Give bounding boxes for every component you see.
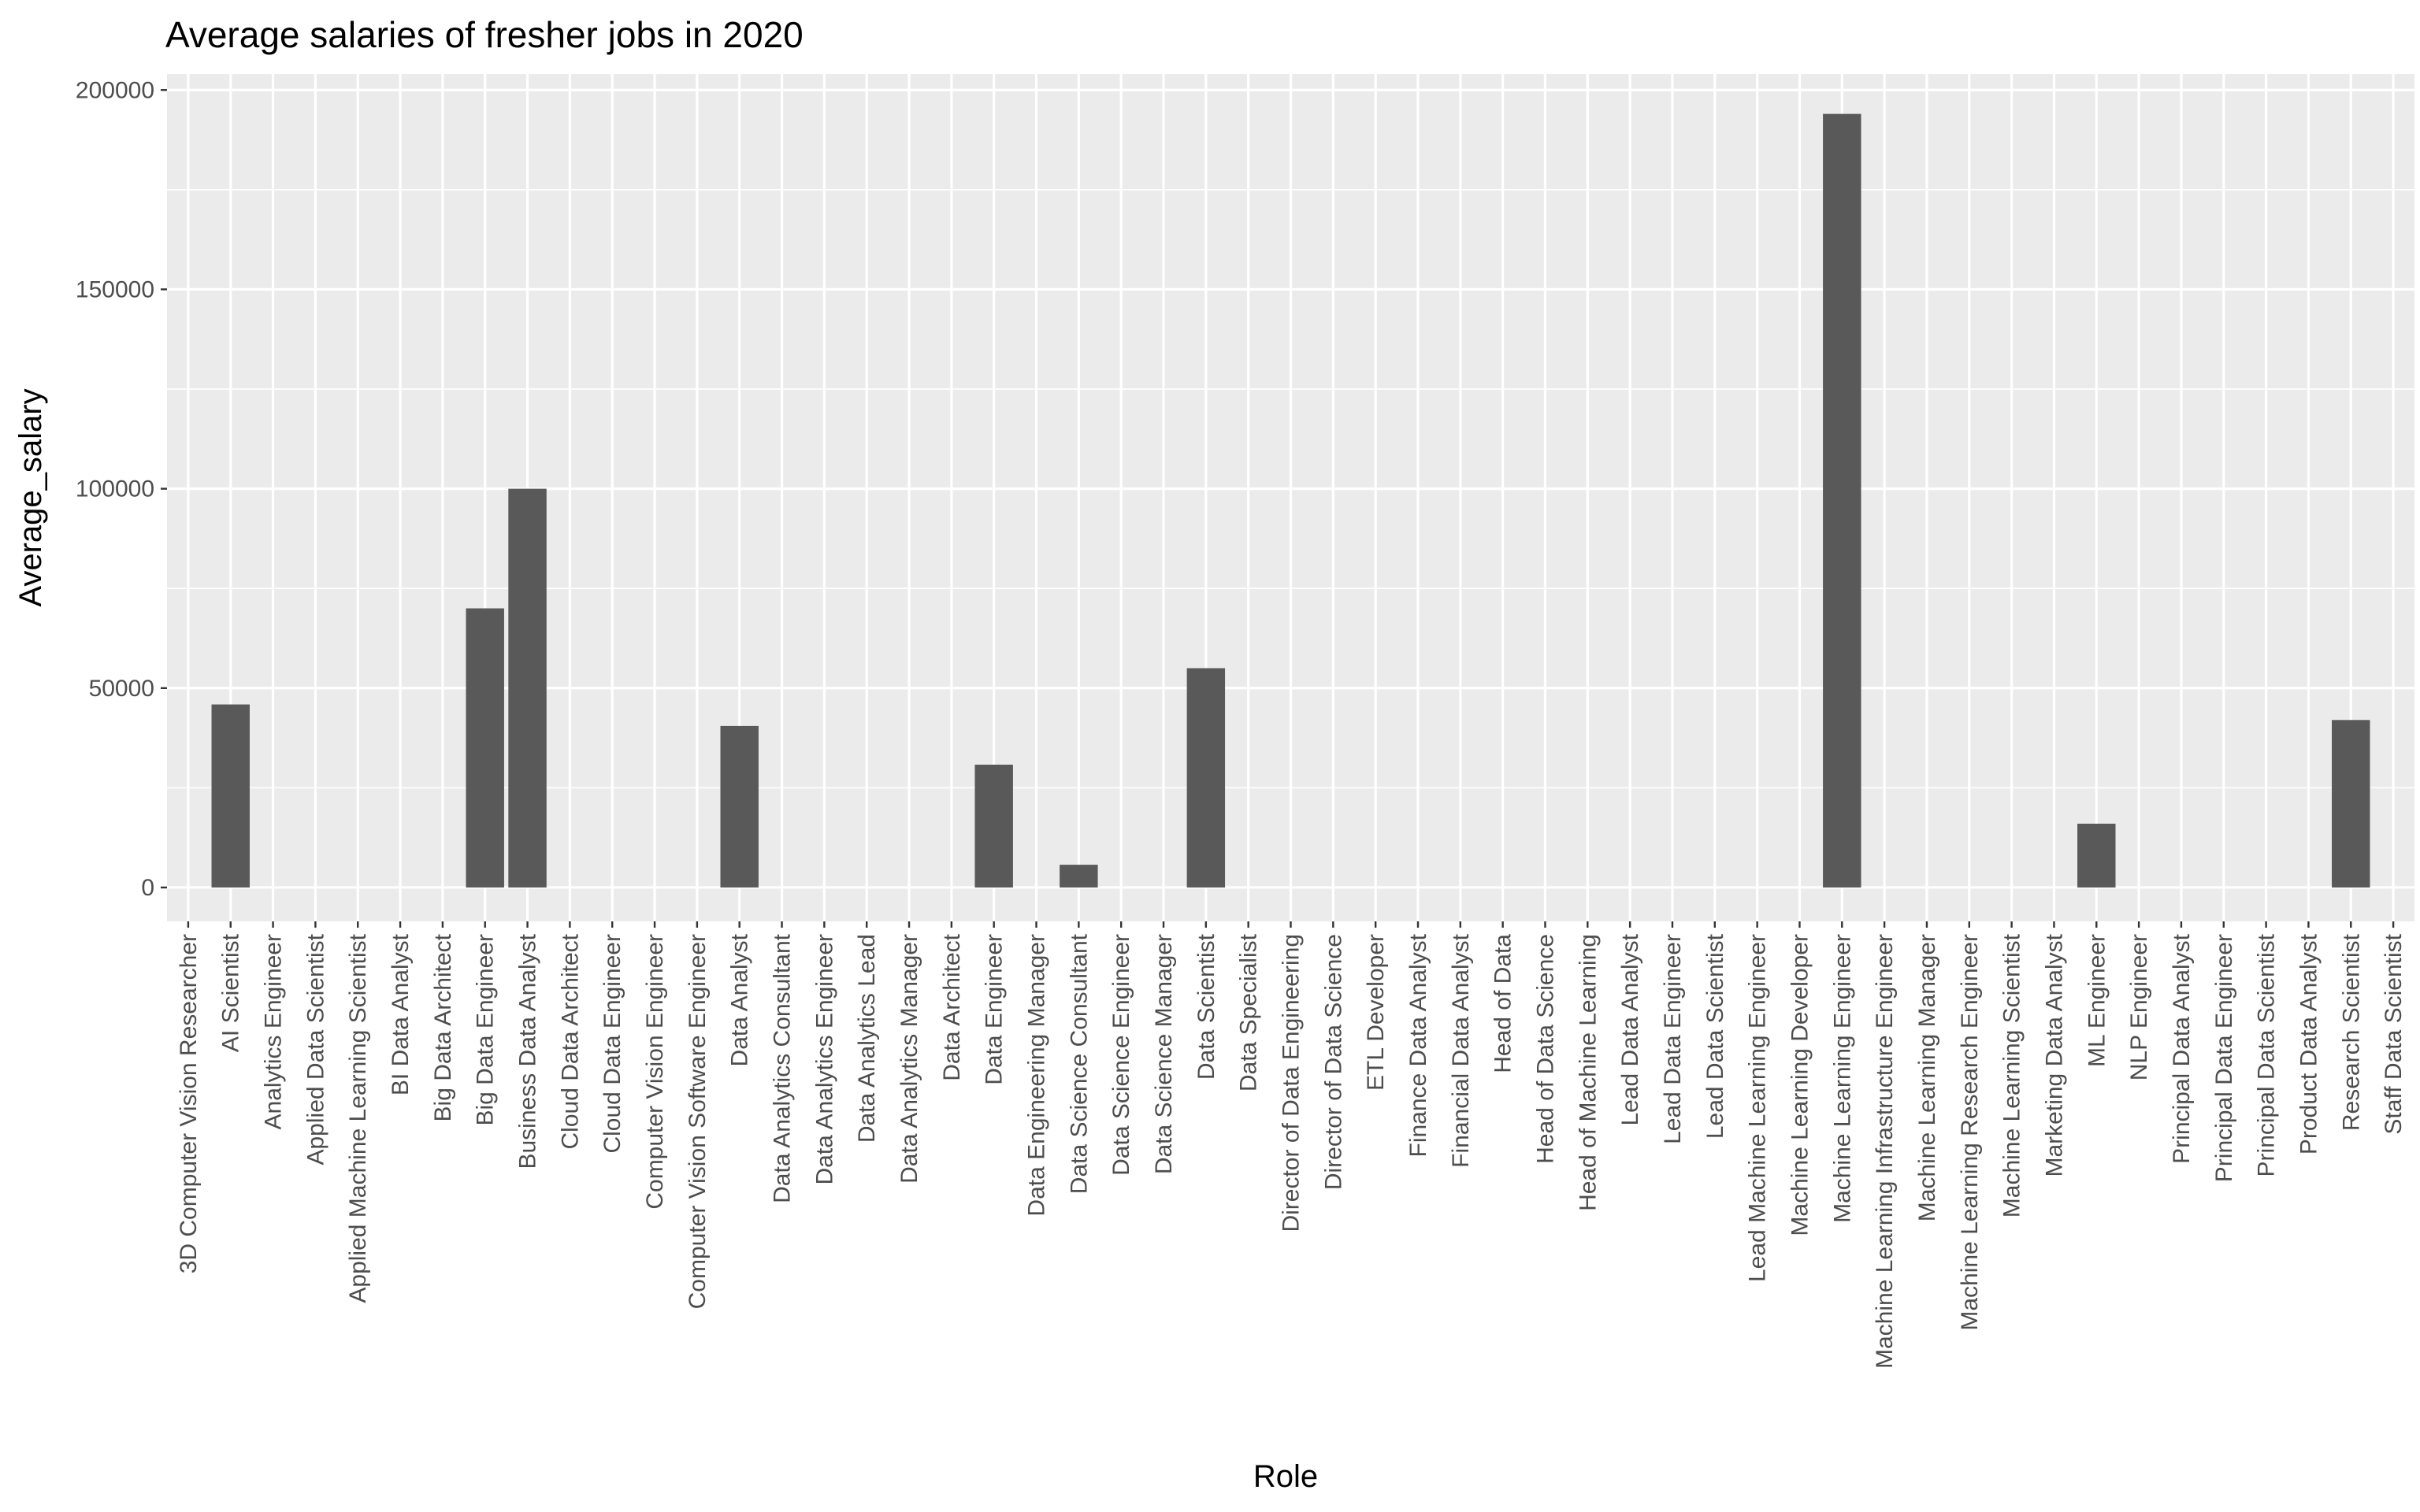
y-axis-title: Average_salary xyxy=(13,388,48,606)
bar xyxy=(1823,113,1861,888)
bar xyxy=(2077,823,2116,888)
x-tick-label: Head of Data xyxy=(1490,934,1516,1073)
x-tick-label: Machine Learning Manager xyxy=(1914,934,1940,1221)
x-tick-label: Applied Machine Learning Scientist xyxy=(345,933,371,1303)
x-tick-label: Data Specialist xyxy=(1236,933,1262,1091)
x-tick-label: Data Analytics Consultant xyxy=(770,933,796,1203)
x-tick-label: Data Science Engineer xyxy=(1108,934,1134,1176)
x-tick-label: Data Engineer xyxy=(982,934,1008,1085)
x-tick-label: BI Data Analyst xyxy=(388,933,414,1095)
y-tick-label: 100000 xyxy=(76,476,154,502)
x-tick-label: Cloud Data Engineer xyxy=(599,934,625,1154)
y-tick-label: 150000 xyxy=(76,276,154,302)
x-tick-label: Computer Vision Engineer xyxy=(642,934,668,1210)
x-tick-label: Principal Data Engineer xyxy=(2211,934,2237,1182)
bars xyxy=(211,113,2370,888)
x-tick-label: Finance Data Analyst xyxy=(1405,933,1431,1157)
x-axis: 3D Computer Vision Researcher AI Scientis… xyxy=(176,921,2407,1369)
x-tick-label: Data Analytics Lead xyxy=(854,934,880,1143)
x-tick-label: Staff Data Scientist xyxy=(2381,933,2407,1134)
x-tick-label: ETL Developer xyxy=(1363,934,1389,1091)
x-tick-label: Applied Data Scientist xyxy=(302,933,328,1165)
x-tick-label: 3D Computer Vision Researcher xyxy=(176,934,202,1273)
x-tick-label: Machine Learning Engineer xyxy=(1829,934,1855,1223)
x-tick-label: Director of Data Science xyxy=(1320,934,1346,1190)
x-tick-label: Machine Learning Research Engineer xyxy=(1957,934,1983,1331)
x-tick-label: Big Data Architect xyxy=(430,933,456,1121)
x-tick-label: Cloud Data Architect xyxy=(557,933,583,1149)
x-tick-label: Business Data Analyst xyxy=(515,933,541,1169)
bar xyxy=(974,765,1013,888)
x-tick-label: Lead Data Engineer xyxy=(1660,934,1686,1144)
y-tick-label: 0 xyxy=(141,875,154,901)
x-tick-label: Data Analytics Engineer xyxy=(811,934,837,1185)
x-tick-label: Big Data Engineer xyxy=(473,934,499,1126)
x-tick-label: Head of Data Science xyxy=(1532,934,1558,1164)
x-tick-label: Marketing Data Analyst xyxy=(2041,933,2067,1177)
x-tick-label: Head of Machine Learning xyxy=(1575,934,1601,1211)
x-tick-label: Principal Data Scientist xyxy=(2254,933,2280,1177)
x-tick-label: Machine Learning Scientist xyxy=(1999,933,2025,1217)
x-tick-label: Analytics Engineer xyxy=(261,934,287,1129)
y-tick-label: 200000 xyxy=(76,77,154,103)
x-tick-label: Data Scientist xyxy=(1193,933,1219,1080)
x-tick-label: Data Engineering Manager xyxy=(1024,934,1050,1217)
x-tick-label: Computer Vision Software Engineer xyxy=(685,934,711,1309)
x-tick-label: Lead Machine Learning Engineer xyxy=(1745,934,1771,1282)
bar xyxy=(211,704,250,888)
chart-title: Average salaries of fresher jobs in 2020 xyxy=(165,14,804,55)
bar xyxy=(1060,865,1098,888)
x-tick-label: Machine Learning Developer xyxy=(1787,934,1813,1236)
x-tick-label: Director of Data Engineering xyxy=(1279,934,1305,1232)
x-tick-label: Research Scientist xyxy=(2338,933,2364,1131)
bar xyxy=(720,725,759,888)
bar xyxy=(466,608,504,888)
x-tick-label: Data Architect xyxy=(939,933,965,1080)
bar xyxy=(508,488,547,888)
x-tick-label: Data Analyst xyxy=(727,933,753,1066)
x-tick-label: ML Engineer xyxy=(2084,934,2110,1067)
x-tick-label: Data Analytics Manager xyxy=(896,934,922,1184)
bar xyxy=(1186,668,1226,888)
y-tick-label: 50000 xyxy=(89,676,154,702)
x-tick-label: Product Data Analyst xyxy=(2296,933,2322,1154)
x-tick-label: Lead Data Analyst xyxy=(1617,933,1643,1125)
x-tick-label: Principal Data Analyst xyxy=(2169,933,2195,1163)
x-tick-label: Financial Data Analyst xyxy=(1448,933,1474,1167)
x-tick-label: Data Science Consultant xyxy=(1066,933,1092,1194)
x-tick-label: NLP Engineer xyxy=(2126,934,2152,1080)
x-axis-title: Role xyxy=(1253,1459,1318,1494)
x-tick-label: AI Scientist xyxy=(218,933,244,1052)
y-axis: 0 50000 100000 150000 200000 xyxy=(76,77,167,901)
x-tick-label: Data Science Manager xyxy=(1151,934,1177,1174)
x-tick-label: Machine Learning Infrastructure Engineer xyxy=(1872,934,1898,1369)
x-tick-label: Lead Data Scientist xyxy=(1702,933,1728,1139)
bar xyxy=(2332,720,2370,888)
